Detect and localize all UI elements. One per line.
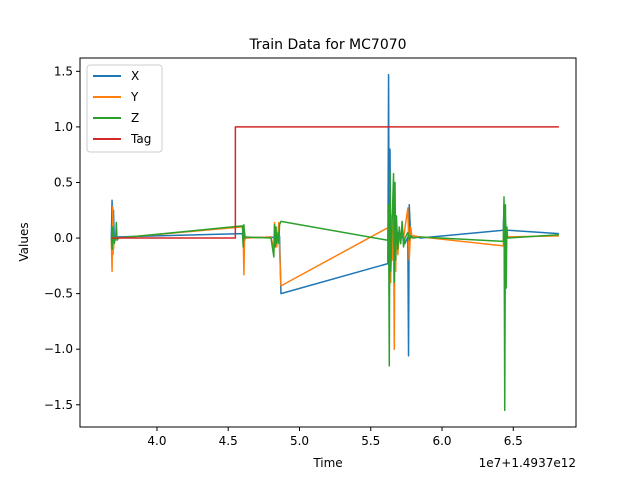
legend-label-x: X	[131, 69, 139, 83]
y-axis: −1.5 −1.0 −0.5 0.0 0.5 1.0 1.5	[44, 64, 80, 412]
x-tick-label: 6.0	[432, 434, 451, 448]
legend-label-y: Y	[130, 90, 139, 104]
y-axis-label: Values	[17, 222, 31, 261]
x-tick-label: 6.5	[504, 434, 523, 448]
y-tick-label: 0.0	[54, 231, 73, 245]
series-line-z	[110, 170, 559, 412]
x-axis-label: Time	[312, 456, 342, 470]
x-tick-label: 4.5	[219, 434, 238, 448]
legend: XYZ Tag	[86, 64, 163, 153]
series-group	[110, 73, 559, 412]
y-tick-label: −1.0	[44, 342, 73, 356]
y-tick-label: 1.5	[54, 64, 73, 78]
x-tick-label: 4.0	[147, 434, 166, 448]
y-tick-label: −0.5	[44, 287, 73, 301]
x-tick-label: 5.0	[290, 434, 309, 448]
plot-area	[79, 57, 577, 428]
y-tick-label: −1.5	[44, 398, 73, 412]
x-axis: 4.0 4.5 5.0 5.5 6.0 6.5	[147, 427, 523, 448]
legend-label-z: Z	[131, 111, 139, 125]
axes-frame	[79, 57, 577, 428]
x-tick-label: 5.5	[361, 434, 380, 448]
x-axis-offset-label: 1e7+1.4937e12	[479, 456, 576, 470]
chart-title: Train Data for MC7070	[248, 37, 406, 53]
series-line-tag	[111, 126, 559, 239]
legend-label-tag: Tag	[130, 132, 151, 146]
legend-box	[86, 64, 163, 153]
y-tick-label: 0.5	[54, 175, 73, 189]
y-tick-label: 1.0	[54, 120, 73, 134]
